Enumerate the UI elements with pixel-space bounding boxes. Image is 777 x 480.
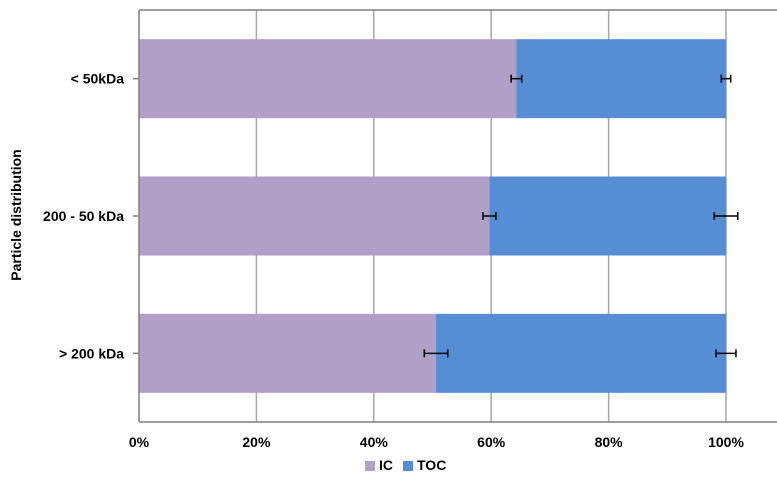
bar-toc-2 — [436, 313, 726, 393]
category-label-0: < 50kDa — [71, 71, 125, 87]
x-tick-label-80: 80% — [595, 434, 624, 450]
category-label-2: > 200 kDa — [59, 345, 124, 361]
error-bars — [423, 74, 739, 358]
bar-ic-1 — [139, 176, 490, 256]
legend-swatch-toc — [403, 461, 413, 471]
bars — [139, 39, 726, 393]
y-axis-title: Particle distribution — [8, 149, 24, 280]
bar-toc-0 — [516, 39, 726, 119]
x-tick-label-20: 20% — [242, 434, 271, 450]
x-tick-label-100: 100% — [708, 434, 744, 450]
axes: 0% 20% 40% 60% 80% 100% — [129, 9, 777, 450]
legend: IC TOC — [365, 457, 446, 473]
legend-swatch-ic — [365, 461, 375, 471]
bar-ic-0 — [139, 39, 517, 119]
x-tick-label-0: 0% — [129, 434, 150, 450]
bar-ic-2 — [139, 313, 437, 393]
x-tick-label-60: 60% — [477, 434, 506, 450]
bar-toc-1 — [489, 176, 726, 256]
category-label-1: 200 - 50 kDa — [43, 208, 124, 224]
legend-label-ic: IC — [379, 457, 393, 473]
legend-label-toc: TOC — [417, 457, 446, 473]
x-tick-label-40: 40% — [360, 434, 389, 450]
labels: Particle distribution < 50kDa 200 - 50 kD… — [8, 71, 124, 362]
